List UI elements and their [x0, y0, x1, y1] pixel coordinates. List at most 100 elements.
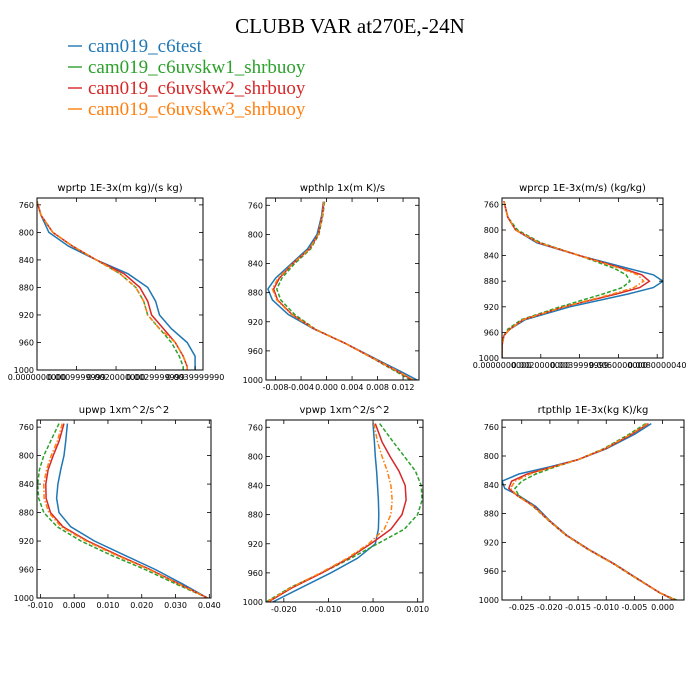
- y-tick-label: 760: [248, 423, 263, 432]
- y-tick-label: 920: [248, 540, 263, 549]
- x-tick-label: 0.012: [392, 383, 415, 392]
- chart-panel: wprtp 1E-3x(m kg)/(s kg) 760 800 840 880 920 9…: [8, 183, 225, 382]
- plot-frame: [265, 419, 424, 603]
- y-tick-label: 920: [19, 311, 34, 320]
- y-tick-label: 880: [248, 511, 263, 520]
- series-line: [271, 201, 414, 380]
- y-tick-label: 960: [248, 569, 263, 578]
- y-tick-label: 1000: [479, 596, 499, 605]
- y-tick-label: 760: [19, 201, 34, 210]
- y-tick-label: 960: [484, 567, 499, 576]
- panel-title: rtpthlp 1E-3x(kg K)/kg: [538, 405, 649, 416]
- series-line: [509, 422, 676, 600]
- x-tick-label: 0.0000000000: [473, 361, 532, 370]
- x-tick-label: 0.000: [362, 605, 385, 614]
- x-tick-label: -0.005: [622, 603, 648, 612]
- x-tick-label: 0.0039999990: [166, 373, 225, 382]
- y-tick-label: 880: [19, 283, 34, 292]
- legend: cam019_c6testcam019_c6uvskw1_shrbuoycam0…: [68, 36, 306, 120]
- plot-frame: [501, 197, 664, 359]
- y-tick-label: 960: [248, 347, 263, 356]
- panel-title: wprtp 1E-3x(m kg)/(s kg): [57, 183, 182, 194]
- x-tick-label: -0.008: [263, 383, 289, 392]
- legend-label: cam019_c6uvskw3_shrbuoy: [88, 99, 306, 120]
- y-tick-label: 800: [19, 228, 34, 237]
- series-line: [55, 423, 208, 598]
- chart-panels: wprtp 1E-3x(m kg)/(s kg) 760 800 840 880 920 9…: [8, 183, 687, 614]
- y-tick-label: 800: [484, 452, 499, 461]
- x-tick-label: 0.0000000000: [8, 373, 67, 382]
- legend-label: cam019_c6uvskw1_shrbuoy: [88, 57, 306, 78]
- y-tick-label: 880: [248, 289, 263, 298]
- x-tick-label: -0.020: [271, 605, 297, 614]
- figure-title: CLUBB VAR at270E,-24N: [235, 14, 465, 38]
- x-tick-label: 0.0020000000: [512, 361, 571, 370]
- y-tick-label: 1000: [243, 376, 263, 385]
- chart-panel: vpwp 1xm^2/s^2 760 800 840 880 920 960 1000 -0.0…: [243, 405, 429, 614]
- x-tick-label: -0.025: [509, 603, 535, 612]
- y-tick-label: 840: [248, 260, 263, 269]
- x-tick-label: 0.000: [651, 603, 674, 612]
- y-tick-label: 840: [19, 256, 34, 265]
- x-tick-label: 0.0080000040: [628, 361, 687, 370]
- y-tick-label: 1000: [243, 598, 263, 607]
- y-tick-label: 1000: [14, 594, 34, 603]
- x-tick-label: 0.008: [366, 383, 389, 392]
- x-tick-label: 0.0020000000: [87, 373, 146, 382]
- y-tick-label: 960: [484, 328, 499, 337]
- legend-label: cam019_c6test: [88, 36, 203, 57]
- x-tick-label: 0.010: [406, 605, 429, 614]
- y-tick-label: 880: [484, 510, 499, 519]
- y-tick-label: 800: [248, 230, 263, 239]
- chart-panel: upwp 1xm^2/s^2 760 800 840 880 920 960 1000-0.0…: [14, 405, 221, 610]
- y-tick-label: 920: [484, 303, 499, 312]
- y-tick-label: 800: [19, 452, 34, 461]
- x-tick-label: -0.010: [316, 605, 342, 614]
- x-tick-label: -0.010: [27, 601, 53, 610]
- x-tick-label: -0.010: [593, 603, 619, 612]
- y-tick-label: 760: [484, 423, 499, 432]
- y-tick-label: 920: [19, 537, 34, 546]
- y-tick-label: 1000: [479, 354, 499, 363]
- y-tick-label: 760: [484, 200, 499, 209]
- panel-title: vpwp 1xm^2/s^2: [299, 405, 389, 416]
- plot-frame: [265, 197, 420, 381]
- plot-frame: [501, 419, 685, 601]
- chart-panel: wpthlp 1x(m K)/s7608008408809209601000-0…: [243, 183, 420, 392]
- x-tick-label: 0.0039999999: [550, 361, 609, 370]
- panel-title: upwp 1xm^2/s^2: [79, 405, 169, 416]
- y-tick-label: 880: [19, 509, 34, 518]
- y-tick-label: 840: [484, 252, 499, 261]
- series-line: [37, 423, 208, 598]
- x-tick-label: 0.000: [63, 601, 86, 610]
- y-tick-label: 840: [248, 482, 263, 491]
- panel-title: wprcp 1E-3x(m/s) (kg/kg): [519, 183, 646, 194]
- series-line: [266, 423, 393, 602]
- x-tick-label: 0.0009999999: [47, 373, 106, 382]
- y-tick-label: 760: [248, 201, 263, 210]
- y-tick-label: 960: [19, 338, 34, 347]
- x-tick-label: 0.000: [315, 383, 338, 392]
- legend-label: cam019_c6uvskw2_shrbuoy: [88, 78, 306, 99]
- panel-title: wpthlp 1x(m K)/s: [300, 183, 385, 194]
- y-tick-label: 1000: [14, 366, 34, 375]
- x-tick-label: -0.015: [565, 603, 591, 612]
- y-tick-label: 800: [248, 452, 263, 461]
- x-tick-label: 0.004: [341, 383, 364, 392]
- x-tick-label: 0.010: [96, 601, 119, 610]
- plot-frame: [36, 419, 212, 599]
- y-tick-label: 840: [19, 480, 34, 489]
- x-tick-label: 0.0029999999: [126, 373, 185, 382]
- x-tick-label: 0.020: [130, 601, 153, 610]
- series-line: [272, 423, 380, 602]
- y-tick-label: 960: [19, 566, 34, 575]
- y-tick-label: 920: [248, 318, 263, 327]
- x-tick-label: -0.020: [537, 603, 563, 612]
- y-tick-label: 840: [484, 481, 499, 490]
- y-tick-label: 920: [484, 538, 499, 547]
- series-line: [43, 423, 208, 598]
- x-tick-label: -0.004: [288, 383, 314, 392]
- series-line: [37, 201, 188, 370]
